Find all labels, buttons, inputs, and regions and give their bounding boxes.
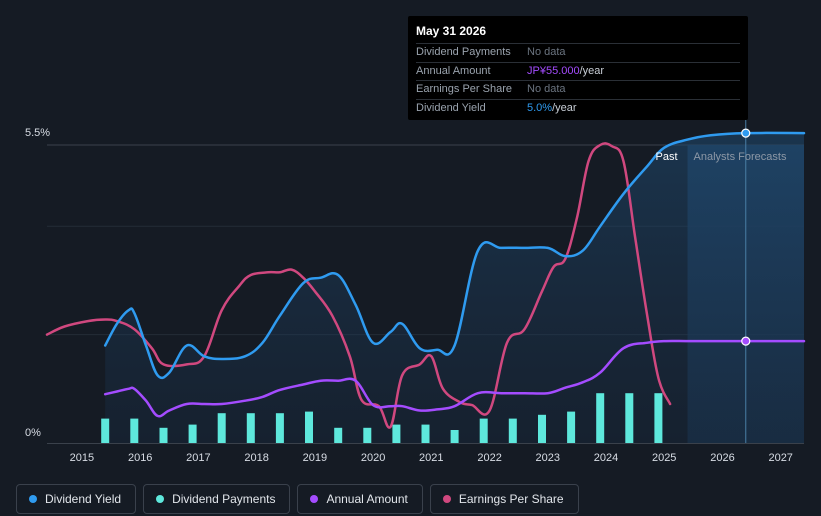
series-lines — [45, 131, 806, 429]
legend-earnings-per-share[interactable]: Earnings Per Share — [429, 484, 579, 514]
x-tick-label: 2016 — [128, 452, 152, 464]
dividend-payment-bar — [217, 413, 226, 443]
legend-label: Annual Amount — [326, 492, 408, 506]
legend: Dividend Yield Dividend Payments Annual … — [16, 484, 579, 514]
legend-dot-icon — [29, 495, 37, 503]
annual-amount-marker — [741, 336, 751, 346]
dividend-payment-bar — [450, 430, 459, 443]
x-axis-ticks: 2015 2016 2017 2018 2019 2020 2021 2022 2023 2024… — [70, 452, 793, 464]
legend-dividend-payments[interactable]: Dividend Payments — [143, 484, 291, 514]
tooltip-value: 5.0% — [527, 101, 553, 114]
tooltip-row-dividend-yield: Dividend Yield 5.0%/year — [416, 98, 740, 118]
tooltip-unit: /year — [552, 101, 577, 114]
dividend-payment-bar — [596, 393, 605, 443]
past-label: Past — [656, 151, 678, 163]
x-tick-label: 2027 — [768, 452, 792, 464]
dividend-payment-bar — [567, 411, 576, 443]
tooltip-value: No data — [527, 46, 566, 58]
x-tick-label: 2021 — [419, 452, 443, 464]
tooltip-row-earnings-per-share: Earnings Per Share No data — [416, 80, 740, 99]
dividend-payment-bar — [508, 418, 517, 443]
tooltip-value: No data — [527, 83, 566, 95]
dividend-payment-bar — [421, 424, 430, 443]
y-axis-ticks: 5.5% 0% — [25, 127, 50, 439]
tooltip: May 31 2026 Dividend Payments No data An… — [408, 16, 748, 120]
tooltip-value: JP¥55.000 — [527, 64, 580, 77]
legend-label: Dividend Yield — [45, 492, 122, 506]
dividend-payment-bar — [101, 418, 110, 443]
dividend-payment-bar — [275, 413, 284, 443]
dividend-payment-bar — [363, 427, 372, 443]
tooltip-unit: /year — [579, 64, 605, 77]
legend-annual-amount[interactable]: Annual Amount — [297, 484, 423, 514]
dividend-payment-bar — [159, 427, 168, 443]
dividend-chart: 2015 2016 2017 2018 2019 2020 2021 2022 2023 2024… — [25, 120, 806, 464]
dividend-payment-bar — [392, 424, 401, 443]
dividend-payments-bars — [101, 393, 663, 443]
x-tick-label: 2020 — [361, 452, 385, 464]
dividend-payment-bar — [479, 418, 488, 443]
legend-dot-icon — [442, 495, 451, 503]
tooltip-label: Dividend Payments — [416, 46, 511, 58]
x-tick-label: 2022 — [477, 452, 501, 464]
legend-label: Earnings Per Share — [458, 492, 564, 506]
dividend-yield-area — [105, 132, 804, 443]
tooltip-date: May 31 2026 — [416, 24, 487, 38]
dividend-payment-bar — [654, 393, 663, 443]
x-tick-label: 2026 — [710, 452, 734, 464]
earnings-per-share-line — [45, 142, 672, 429]
dividend-payment-bar — [538, 414, 546, 443]
x-tick-label: 2015 — [70, 452, 94, 464]
dividend-payment-bar — [246, 413, 255, 443]
tooltip-markers — [741, 128, 751, 346]
dividend-payment-bar — [625, 393, 634, 443]
x-tick-label: 2019 — [303, 452, 327, 464]
legend-dividend-yield[interactable]: Dividend Yield — [16, 484, 137, 514]
dividend-yield-marker — [741, 128, 751, 138]
dividend-yield-line — [103, 131, 806, 380]
dividend-payment-bar — [188, 424, 197, 443]
dividend-payment-bar — [305, 411, 313, 443]
y-tick-label: 5.5% — [25, 127, 50, 139]
annual-amount-line — [103, 339, 806, 418]
x-tick-label: 2025 — [652, 452, 676, 464]
legend-dot-icon — [156, 495, 165, 503]
tooltip-label: Annual Amount — [416, 64, 491, 77]
dividend-payment-bar — [334, 427, 343, 443]
tooltip-label: Dividend Yield — [416, 101, 486, 114]
forecast-label: Analysts Forecasts — [694, 151, 787, 163]
y-tick-label: 0% — [25, 427, 41, 439]
x-tick-label: 2018 — [244, 452, 268, 464]
tooltip-label: Earnings Per Share — [416, 83, 512, 95]
x-tick-label: 2024 — [594, 452, 618, 464]
x-tick-label: 2023 — [536, 452, 560, 464]
x-tick-label: 2017 — [186, 452, 210, 464]
legend-label: Dividend Payments — [172, 492, 276, 506]
tooltip-row-annual-amount: Annual Amount JP¥55.000/year — [416, 61, 740, 81]
tooltip-row-dividend-payments: Dividend Payments No data — [416, 43, 740, 62]
dividend-payment-bar — [130, 418, 139, 443]
legend-dot-icon — [310, 495, 319, 503]
